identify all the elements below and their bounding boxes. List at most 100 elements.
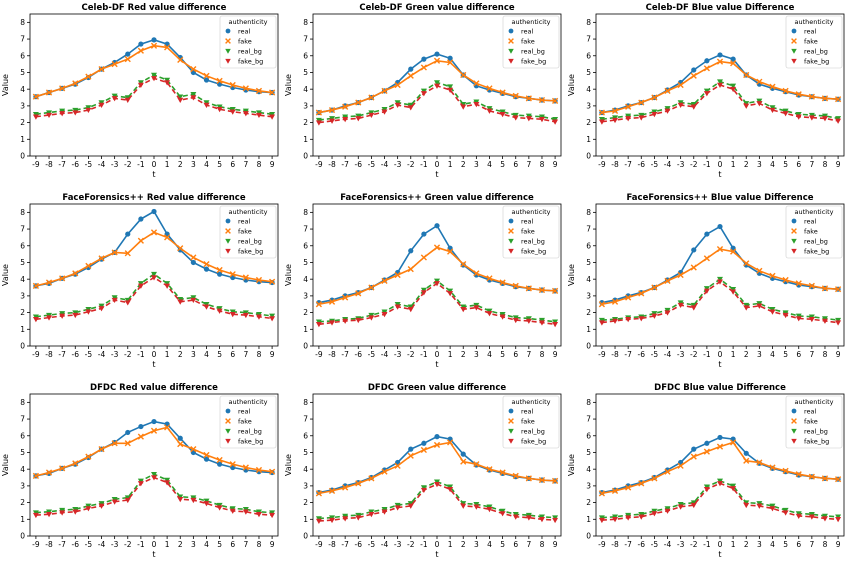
legend-label-real: real (521, 408, 534, 416)
data-point-fake (460, 261, 467, 268)
series-fake_bg (32, 475, 276, 519)
x-tick-label: 7 (243, 160, 248, 169)
x-tick-label: -2 (124, 350, 132, 359)
legend-marker-real_bg (225, 428, 231, 434)
data-point-fake_bg (460, 503, 467, 509)
data-point-fake (433, 244, 441, 251)
x-tick-label: 8 (257, 350, 262, 359)
data-point-real (217, 461, 223, 467)
data-point-fake (716, 443, 724, 450)
y-tick-label: 4 (20, 465, 25, 474)
data-point-fake_bg (315, 518, 322, 524)
y-tick-label: 7 (20, 225, 25, 234)
x-tick-label: -8 (611, 350, 619, 359)
y-tick-label: 0 (586, 532, 591, 541)
chart-title: Celeb-DF Green value difference (359, 3, 514, 13)
legend-title: authenticity (794, 208, 833, 216)
data-point-fake (328, 298, 336, 305)
y-tick-label: 8 (20, 208, 25, 217)
x-tick-label: -5 (368, 540, 376, 549)
x-tick-label: 3 (474, 350, 479, 359)
data-point-fake_bg (434, 83, 440, 89)
series-fake_bg (315, 83, 559, 126)
data-point-fake_bg (394, 304, 401, 310)
y-tick-label: 4 (303, 275, 308, 284)
legend-label-real_bg: real_bg (804, 48, 828, 56)
y-tick-label: 3 (586, 481, 591, 490)
x-tick-label: -4 (664, 540, 672, 549)
data-point-fake_bg (190, 297, 197, 304)
data-point-fake (703, 65, 710, 72)
data-point-real (704, 58, 710, 64)
x-tick-label: 3 (191, 540, 196, 549)
data-point-fake_bg (769, 309, 776, 315)
legend-marker-real (225, 28, 231, 34)
data-point-fake_bg (124, 497, 131, 504)
x-tick-label: -5 (85, 350, 93, 359)
x-tick-label: 5 (217, 540, 222, 549)
x-tick-label: 9 (836, 350, 841, 359)
legend-label-fake: fake (804, 228, 818, 236)
x-tick-label: 4 (487, 540, 492, 549)
data-point-fake_bg (315, 120, 322, 126)
data-point-real (190, 259, 196, 266)
x-tick-label: -7 (341, 540, 349, 549)
x-tick-label: 0 (152, 160, 157, 169)
data-point-fake (124, 440, 131, 447)
data-point-fake_bg (499, 111, 506, 118)
y-tick-label: 1 (586, 325, 591, 334)
legend-label-fake_bg: fake_bg (804, 438, 829, 446)
series-fake_bg (598, 82, 842, 125)
chart-title: DFDC Blue value Difference (654, 383, 786, 393)
y-tick-label: 0 (303, 532, 308, 541)
data-point-fake_bg (216, 106, 223, 113)
data-point-fake_bg (598, 119, 605, 125)
legend-label-real_bg: real_bg (521, 48, 545, 56)
data-point-fake_bg (255, 512, 262, 518)
data-point-fake (447, 59, 454, 66)
data-point-fake_bg (447, 291, 454, 297)
data-point-real_bg (177, 94, 184, 100)
data-point-real (743, 450, 749, 456)
chart-title: Celeb-DF Red value difference (82, 3, 227, 13)
data-point-fake (716, 246, 724, 253)
data-point-fake (342, 484, 349, 491)
x-tick-label: 1 (448, 160, 453, 169)
x-tick-label: 8 (540, 350, 545, 359)
data-point-fake_bg (835, 118, 842, 124)
data-point-fake (368, 475, 375, 482)
legend-marker-fake (225, 38, 231, 44)
data-point-fake (499, 469, 506, 476)
series-fake (32, 229, 276, 289)
x-axis-label: t (718, 170, 721, 179)
legend-label-real_bg: real_bg (804, 428, 828, 436)
y-tick-label: 8 (586, 398, 591, 407)
x-tick-label: 1 (165, 160, 170, 169)
x-tick-label: 6 (513, 350, 518, 359)
data-point-real (421, 440, 427, 446)
legend-title: authenticity (228, 398, 267, 406)
x-tick-label: 5 (217, 160, 222, 169)
y-tick-label: 3 (20, 101, 25, 110)
legend-label-fake_bg: fake_bg (238, 58, 263, 66)
x-tick-label: -7 (58, 160, 66, 169)
x-tick-label: 3 (474, 540, 479, 549)
legend: authenticity real fake real_bg fake_bg (502, 205, 560, 259)
data-point-fake (229, 271, 236, 278)
x-tick-label: 7 (526, 350, 531, 359)
data-point-fake (328, 487, 336, 494)
data-point-real (408, 446, 414, 452)
x-tick-label: -3 (677, 160, 685, 169)
x-tick-label: 1 (165, 540, 170, 549)
data-point-fake_bg (85, 107, 92, 114)
x-tick-label: -5 (368, 350, 376, 359)
data-point-fake_bg (342, 318, 349, 324)
data-point-fake (394, 462, 401, 469)
x-tick-label: 8 (823, 350, 828, 359)
data-point-real (203, 266, 210, 272)
y-tick-label: 0 (20, 342, 25, 351)
data-point-fake_bg (499, 511, 506, 517)
data-point-fake (216, 77, 223, 84)
x-tick-label: -1 (703, 540, 711, 549)
